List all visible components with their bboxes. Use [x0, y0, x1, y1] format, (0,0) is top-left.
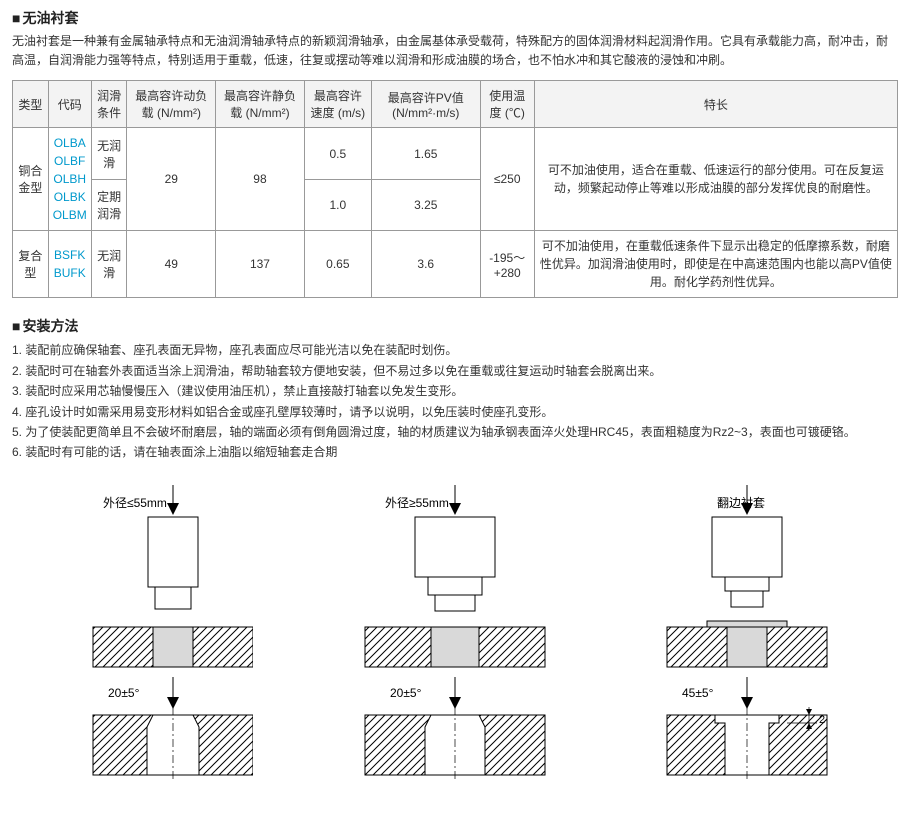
diag1-angle: 20±5°: [108, 686, 140, 700]
diagram-row: 外径≤55mm 20±5°: [12, 477, 898, 807]
cell-speed2: 1.0: [304, 179, 371, 231]
th-pv: 最高容许PV值 (N/mm²·m/s): [371, 81, 480, 128]
diag2-label: 外径≥55mm: [385, 496, 449, 510]
cell-speed1: 0.5: [304, 128, 371, 180]
th-dynamic: 最高容许动负载 (N/mm²): [127, 81, 216, 128]
list-item: 5. 为了使装配更简单且不会破坏耐磨层，轴的端面必须有倒角圆滑过度，轴的材质建议…: [12, 422, 898, 442]
list-item: 4. 座孔设计时如需采用易变形材料如铝合金或座孔壁厚较薄时，请予以说明，以免压装…: [12, 402, 898, 422]
th-temp: 使用温度 (℃): [480, 81, 534, 128]
th-static: 最高容许静负载 (N/mm²): [216, 81, 305, 128]
cell-stat-comp: 137: [216, 231, 305, 298]
th-type: 类型: [13, 81, 49, 128]
diag3-label: 翻边衬套: [717, 496, 765, 510]
cell-type-comp: 复合型: [13, 231, 49, 298]
th-code: 代码: [48, 81, 91, 128]
cell-temp-copper: ≤250: [480, 128, 534, 231]
list-item: 3. 装配时应采用芯轴慢慢压入（建议使用油压机），禁止直接敲打轴套以免发生变形。: [12, 381, 898, 401]
th-speed: 最高容许速度 (m/s): [304, 81, 371, 128]
cell-lube-comp: 无润滑: [91, 231, 127, 298]
diagram-svg-3: 翻边衬套 45±5°: [637, 477, 857, 807]
spec-table: 类型 代码 润滑条件 最高容许动负载 (N/mm²) 最高容许静负载 (N/mm…: [12, 80, 898, 298]
cell-dyn-comp: 49: [127, 231, 216, 298]
section-install: 安装方法 1. 装配前应确保轴套、座孔表面无异物，座孔表面应尽可能光洁以免在装配…: [12, 316, 898, 806]
table-row: 铜合金型 OLBA OLBF OLBH OLBK OLBM 无润滑 29 98 …: [13, 128, 898, 180]
cell-temp-comp: -195～+280: [480, 231, 534, 298]
cell-pv1: 1.65: [371, 128, 480, 180]
diag2-angle: 20±5°: [390, 686, 422, 700]
table-row: 复合型 BSFK BUFK 无润滑 49 137 0.65 3.6 -195～+…: [13, 231, 898, 298]
cell-lube1: 无润滑: [91, 128, 127, 180]
cell-feature-copper: 可不加油使用，适合在重载、低速运行的部分使用。可在反复运动，频繁起动停止等难以形…: [534, 128, 897, 231]
th-lube: 润滑条件: [91, 81, 127, 128]
cell-feature-comp: 可不加油使用，在重载低速条件下显示出稳定的低摩擦系数，耐磨性优异。加润滑油使用时…: [534, 231, 897, 298]
list-item: 1. 装配前应确保轴套、座孔表面无异物，座孔表面应尽可能光洁以免在装配时划伤。: [12, 340, 898, 360]
install-list: 1. 装配前应确保轴套、座孔表面无异物，座孔表面应尽可能光洁以免在装配时划伤。 …: [12, 340, 898, 462]
diagram-col-1: 外径≤55mm 20±5°: [53, 477, 253, 807]
diagram-svg-2: 外径≥55mm 20±5°: [335, 477, 555, 807]
diagram-col-2: 外径≥55mm 20±5°: [335, 477, 555, 807]
title-install: 安装方法: [12, 316, 898, 336]
th-feature: 特长: [534, 81, 897, 128]
list-item: 6. 装配时有可能的话，请在轴表面涂上油脂以缩短轴套走合期: [12, 442, 898, 462]
cell-pv2: 3.25: [371, 179, 480, 231]
cell-pv-comp: 3.6: [371, 231, 480, 298]
diagram-col-3: 翻边衬套 45±5°: [637, 477, 857, 807]
title-bushing: 无油衬套: [12, 8, 898, 28]
cell-codes-comp: BSFK BUFK: [48, 231, 91, 298]
list-item: 2. 装配时可在轴套外表面适当涂上润滑油，帮助轴套较方便地安装，但不易过多以免在…: [12, 361, 898, 381]
diagram-svg-1: 外径≤55mm 20±5°: [53, 477, 253, 807]
cell-type-copper: 铜合金型: [13, 128, 49, 231]
diag3-angle: 45±5°: [682, 686, 714, 700]
cell-dyn-copper: 29: [127, 128, 216, 231]
cell-lube2: 定期润滑: [91, 179, 127, 231]
diag3-dim: 2: [819, 714, 825, 726]
table-header-row: 类型 代码 润滑条件 最高容许动负载 (N/mm²) 最高容许静负载 (N/mm…: [13, 81, 898, 128]
intro-text: 无油衬套是一种兼有金属轴承特点和无油润滑轴承特点的新颖润滑轴承，由金属基体承受载…: [12, 32, 898, 70]
cell-codes-copper: OLBA OLBF OLBH OLBK OLBM: [48, 128, 91, 231]
diag1-label: 外径≤55mm: [103, 496, 167, 510]
cell-speed-comp: 0.65: [304, 231, 371, 298]
section-bushing: 无油衬套 无油衬套是一种兼有金属轴承特点和无油润滑轴承特点的新颖润滑轴承，由金属…: [12, 8, 898, 298]
cell-stat-copper: 98: [216, 128, 305, 231]
